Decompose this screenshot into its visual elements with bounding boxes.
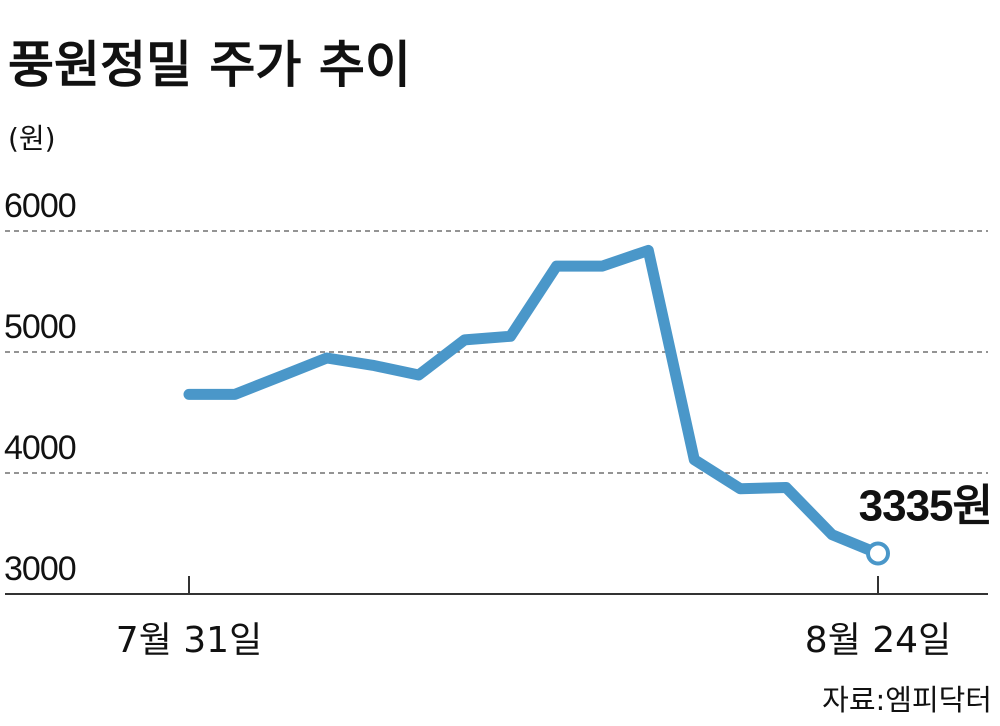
source-note: 자료:엠피닥터 [822,683,992,717]
gridlines [5,230,988,474]
y-tick-label-6000: 6000 [4,187,76,225]
x-tick-marks [188,576,879,594]
y-tick-label-3000: 3000 [4,550,76,588]
y-axis-unit: (원) [8,122,56,155]
y-tick-label-4000: 4000 [4,429,76,467]
end-point-marker [866,541,890,566]
price-line [183,244,884,559]
x-tick-label-start: 7월 31일 [116,620,262,661]
end-value-label: 3335원 [859,481,992,530]
y-tick-labels: 6000 5000 4000 3000 [4,187,77,588]
chart-title: 풍원정밀 주가 추이 [8,36,411,94]
y-tick-label-5000: 5000 [4,308,76,346]
x-tick-label-end: 8월 24일 [805,620,951,661]
